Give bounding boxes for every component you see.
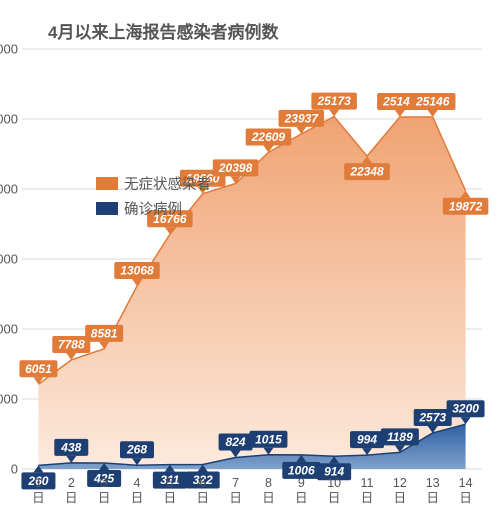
svg-text:268: 268 [126, 443, 147, 457]
x-tick-label: 7日 [219, 476, 252, 507]
chart-title: 4月以来上海报告感染者病例数 [48, 18, 482, 43]
legend-item: 确诊病例 [96, 198, 211, 219]
svg-text:1189: 1189 [387, 430, 413, 444]
x-tick-label: 12日 [383, 476, 416, 507]
x-tick-label: 10日 [318, 476, 351, 507]
legend-swatch [96, 202, 118, 215]
svg-text:22609: 22609 [251, 130, 286, 144]
x-tick-label: 3日 [88, 476, 121, 507]
svg-text:2573: 2573 [418, 410, 446, 424]
chart-container: 4月以来上海报告感染者病例数 6051778885811306816766196… [0, 0, 500, 513]
x-tick-label: 5日 [153, 476, 186, 507]
x-axis: 1日2日3日4日5日6日7日8日9日10日11日12日13日14日 [22, 476, 482, 507]
legend: 无症状感染者确诊病例 [96, 173, 211, 223]
svg-text:25173: 25173 [316, 94, 351, 108]
svg-text:994: 994 [357, 433, 377, 447]
svg-text:6051: 6051 [25, 362, 52, 376]
y-tick-label: 20000 [0, 182, 22, 197]
legend-text: 无症状感染者 [124, 173, 211, 194]
legend-text: 确诊病例 [124, 198, 182, 219]
y-tick-label: 25000 [0, 112, 22, 127]
svg-text:20398: 20398 [218, 161, 253, 175]
x-tick-label: 13日 [416, 476, 449, 507]
x-tick-label: 11日 [351, 476, 384, 507]
svg-text:1015: 1015 [255, 432, 282, 446]
legend-item: 无症状感染者 [96, 173, 211, 194]
x-tick-label: 9日 [285, 476, 318, 507]
y-tick-label: 0 [11, 462, 22, 477]
y-tick-label: 5000 [0, 392, 22, 407]
x-tick-label: 4日 [121, 476, 154, 507]
y-tick-label: 10000 [0, 322, 22, 337]
x-tick-label: 6日 [186, 476, 219, 507]
svg-text:13068: 13068 [120, 264, 154, 278]
y-tick-label: 30000 [0, 42, 22, 57]
svg-text:19872: 19872 [449, 199, 483, 213]
svg-text:824: 824 [226, 435, 246, 449]
x-tick-label: 8日 [252, 476, 285, 507]
chart-svg: 6051778885811306816766196602039822609239… [22, 49, 482, 469]
svg-text:7788: 7788 [58, 337, 85, 351]
legend-swatch [96, 177, 118, 190]
svg-text:23937: 23937 [284, 111, 320, 125]
x-tick-label: 14日 [449, 476, 482, 507]
svg-text:22348: 22348 [349, 165, 384, 179]
svg-text:25146: 25146 [415, 94, 450, 108]
svg-text:3200: 3200 [452, 402, 479, 416]
svg-text:8581: 8581 [91, 326, 118, 340]
x-tick-label: 1日 [22, 476, 55, 507]
y-tick-label: 15000 [0, 252, 22, 267]
x-tick-label: 2日 [55, 476, 88, 507]
data-label: 25146 [410, 93, 456, 117]
plot-area: 6051778885811306816766196602039822609239… [22, 49, 482, 469]
svg-text:438: 438 [60, 440, 81, 454]
